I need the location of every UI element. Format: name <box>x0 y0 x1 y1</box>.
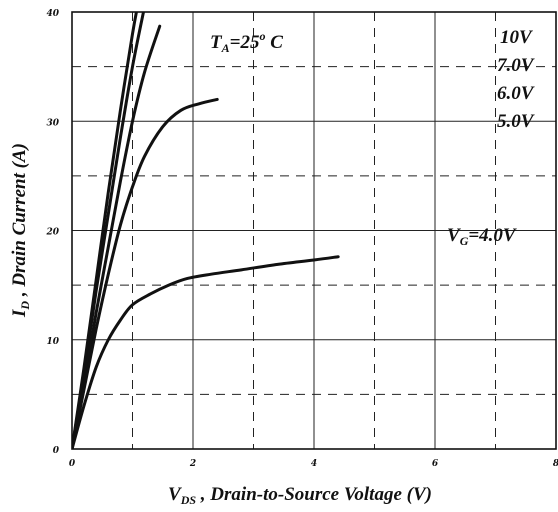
y-tick-label: 30 <box>46 118 59 128</box>
tick-labels: 0 2 4 6 8 0 10 20 30 40 <box>45 9 558 469</box>
y-tick-label: 10 <box>46 337 59 347</box>
x-tick-label: 0 <box>69 459 76 469</box>
series-line-4 <box>72 255 340 449</box>
curve-label-5v: 5.0V <box>497 111 535 132</box>
series-lines <box>72 12 340 449</box>
plot-frame <box>71 11 557 450</box>
y-tick-label: 20 <box>45 228 59 238</box>
y-tick-label: 0 <box>53 446 60 456</box>
x-tick-label: 2 <box>189 459 196 469</box>
grid <box>72 12 556 449</box>
series-line-3 <box>72 97 219 449</box>
temperature-annotation: TA=25o C <box>210 29 283 55</box>
x-tick-label: 4 <box>311 459 317 469</box>
x-tick-label: 6 <box>432 459 439 469</box>
y-axis-label: ID , Drain Current (A) <box>9 143 32 318</box>
x-axis-label: VDS , Drain-to-Source Voltage (V) <box>168 484 432 507</box>
curve-label-7v: 7.0V <box>497 55 535 76</box>
curve-label-10v: 10V <box>500 27 533 48</box>
x-tick-label: 8 <box>553 459 558 469</box>
y-tick-label: 40 <box>46 9 59 19</box>
curve-label-4v: VG=4.0V <box>447 225 517 248</box>
series-line-1 <box>72 12 138 449</box>
curve-label-6v: 6.0V <box>497 83 535 104</box>
